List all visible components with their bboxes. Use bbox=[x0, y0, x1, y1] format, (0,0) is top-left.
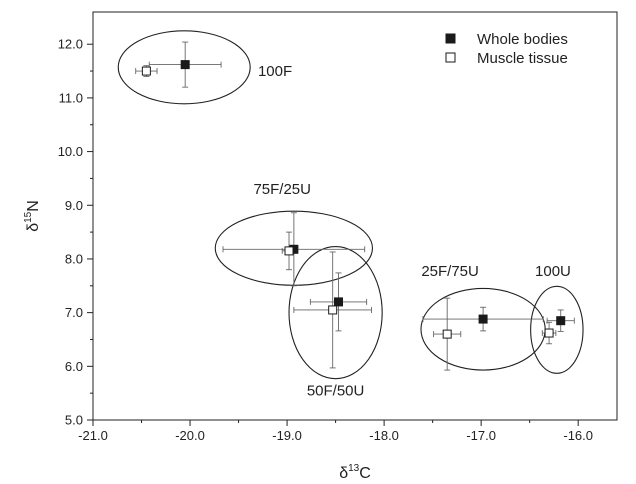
y-tick-label: 5.0 bbox=[65, 413, 83, 428]
x-tick-label: -19.0 bbox=[272, 428, 302, 443]
y-tick-label: 9.0 bbox=[65, 198, 83, 213]
x-tick-label: -18.0 bbox=[369, 428, 399, 443]
y-tick-label: 12.0 bbox=[58, 37, 83, 52]
group-label-50f-50u: 50F/50U bbox=[307, 382, 365, 399]
group-ellipse-100u bbox=[530, 285, 584, 374]
legend-label-muscle-tissue: Muscle tissue bbox=[477, 50, 568, 67]
legend-label-whole-bodies: Whole bodies bbox=[477, 31, 568, 48]
y-tick-label: 6.0 bbox=[65, 359, 83, 374]
y-axis-ticks: 5.0 6.0 7.0 8.0 9.0 10.0 11.0 12.0 bbox=[58, 37, 93, 428]
x-axis-label-main: C bbox=[359, 465, 371, 482]
x-tick-label: -16.0 bbox=[563, 428, 593, 443]
point-muscle-tissue bbox=[284, 246, 294, 256]
point-whole-bodies bbox=[556, 316, 566, 326]
data-markers bbox=[141, 60, 566, 339]
plot-frame bbox=[92, 11, 618, 421]
point-whole-bodies bbox=[478, 314, 488, 324]
point-muscle-tissue bbox=[328, 305, 338, 315]
point-muscle-tissue bbox=[442, 329, 452, 339]
x-axis-label-prefix: δ bbox=[339, 465, 348, 482]
y-axis-label-sup: 15 bbox=[23, 211, 34, 223]
x-tick-label: -21.0 bbox=[78, 428, 108, 443]
error-bars bbox=[135, 41, 575, 371]
x-tick-label: -20.0 bbox=[175, 428, 205, 443]
group-label-25f-75u: 25F/75U bbox=[421, 263, 479, 280]
x-axis-label-sup: 13 bbox=[348, 463, 360, 474]
y-tick-label: 7.0 bbox=[65, 305, 83, 320]
point-whole-bodies bbox=[180, 60, 190, 70]
group-ellipse-100f bbox=[117, 30, 251, 105]
y-tick-label: 10.0 bbox=[58, 144, 83, 159]
y-axis-label-main: N bbox=[25, 200, 42, 212]
point-muscle-tissue bbox=[141, 66, 151, 76]
group-label-75f-25u: 75F/25U bbox=[253, 181, 311, 198]
y-tick-label: 11.0 bbox=[59, 90, 83, 105]
y-tick-label: 8.0 bbox=[65, 251, 83, 266]
point-whole-bodies bbox=[334, 297, 344, 307]
legend-marker-muscle-tissue bbox=[445, 52, 456, 63]
group-label-100f: 100F bbox=[258, 63, 292, 80]
x-axis-ticks: -21.0 -20.0 -19.0 -18.0 -17.0 -16.0 bbox=[78, 420, 593, 443]
legend: Whole bodies Muscle tissue bbox=[445, 31, 568, 67]
group-ellipses bbox=[117, 30, 584, 380]
y-axis-label: δ15N bbox=[23, 200, 42, 232]
point-muscle-tissue bbox=[544, 328, 554, 338]
x-axis-label: δ13C bbox=[339, 463, 371, 482]
group-labels: 100F 75F/25U 50F/50U 25F/75U 100U bbox=[253, 63, 570, 399]
legend-marker-whole-bodies bbox=[445, 33, 456, 44]
y-axis-label-prefix: δ bbox=[25, 223, 42, 232]
x-tick-label: -17.0 bbox=[466, 428, 496, 443]
group-ellipse-50f-50u bbox=[288, 246, 383, 380]
group-label-100u: 100U bbox=[535, 263, 571, 280]
